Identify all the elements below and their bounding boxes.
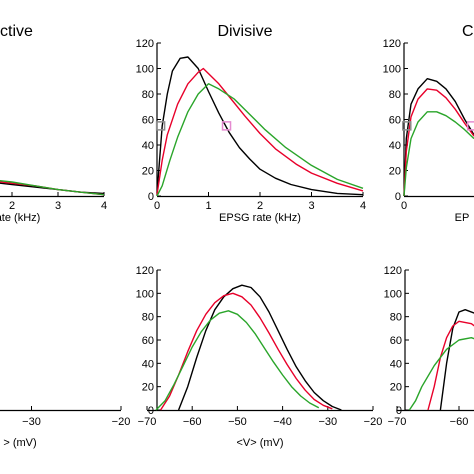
x-tick-label: 0 bbox=[401, 200, 407, 212]
chart-right-bottom-partial: −70 −60 0 20 40 60 80 100 120 bbox=[384, 265, 474, 428]
series-line-black bbox=[439, 309, 474, 411]
y-tick-label: 0 bbox=[396, 405, 402, 417]
series-line-black bbox=[177, 284, 342, 411]
y-tick-label: 20 bbox=[142, 166, 154, 178]
title-right-partial: C bbox=[462, 23, 474, 40]
chart-left-top-partial: 2 3 4 ate (kHz) bbox=[0, 179, 107, 224]
y-tick-label: 60 bbox=[142, 115, 154, 127]
square-marker-marker_pink bbox=[466, 121, 474, 131]
x-tick-label: −30 bbox=[318, 416, 337, 428]
x-axis-label: ate (kHz) bbox=[0, 212, 40, 224]
x-tick-label: 3 bbox=[55, 200, 61, 212]
y-tick-label: 40 bbox=[389, 140, 401, 152]
y-tick-label: 0 bbox=[148, 405, 154, 417]
y-tick-label: 100 bbox=[384, 288, 402, 300]
chart-right-top-partial: 00 20 40 60 80 100 120 EP bbox=[383, 38, 474, 224]
x-axis-label: EPSG rate (kHz) bbox=[219, 212, 301, 224]
x-tick-label: −60 bbox=[450, 416, 469, 428]
square-marker-marker_gray bbox=[155, 121, 166, 131]
chart-center-bottom: −70 −60 −50 −40 −30 −20 0 20 40 60 80 100 120 <V> (mV… bbox=[136, 265, 383, 449]
y-tick-label: 0 bbox=[395, 191, 401, 203]
x-axis-label: EP bbox=[455, 212, 470, 224]
series-line-red bbox=[427, 320, 474, 411]
series-line-red bbox=[156, 67, 364, 195]
x-tick-label: −20 bbox=[112, 416, 131, 428]
panel-titles: ctive Divisive C bbox=[0, 23, 474, 40]
y-tick-label: 80 bbox=[142, 89, 154, 101]
x-tick-label: 1 bbox=[205, 200, 211, 212]
y-tick-label: 40 bbox=[142, 140, 154, 152]
y-tick-label: 0 bbox=[148, 191, 154, 203]
square-marker-marker_pink bbox=[221, 121, 232, 131]
series-line-green bbox=[403, 111, 474, 197]
x-tick-label: 0 bbox=[154, 200, 160, 212]
x-tick-label: 4 bbox=[101, 200, 107, 212]
y-tick-label: 40 bbox=[142, 358, 154, 370]
y-tick-label: 100 bbox=[136, 64, 154, 76]
x-tick-label: −30 bbox=[22, 416, 41, 428]
x-tick-label: −20 bbox=[364, 416, 383, 428]
y-tick-label: 120 bbox=[136, 38, 154, 50]
y-tick-label: 60 bbox=[390, 335, 402, 347]
y-tick-label: 100 bbox=[383, 64, 401, 76]
y-tick-label: 60 bbox=[389, 115, 401, 127]
x-tick-label: −40 bbox=[273, 416, 292, 428]
square-marker-marker_gray bbox=[402, 121, 412, 131]
y-tick-label: 120 bbox=[383, 38, 401, 50]
x-tick-label: −60 bbox=[183, 416, 202, 428]
y-tick-label: 80 bbox=[390, 312, 402, 324]
x-tick-label: −70 bbox=[138, 416, 157, 428]
series-line-green bbox=[408, 337, 474, 411]
y-tick-label: 20 bbox=[390, 382, 402, 394]
y-tick-label: 100 bbox=[136, 288, 154, 300]
series-line-red bbox=[160, 292, 333, 411]
y-tick-label: 80 bbox=[389, 89, 401, 101]
title-center-divisive: Divisive bbox=[217, 23, 272, 40]
y-tick-label: 120 bbox=[384, 265, 402, 277]
y-tick-label: 60 bbox=[142, 335, 154, 347]
x-tick-label: 4 bbox=[360, 200, 366, 212]
series-line-black bbox=[403, 77, 474, 197]
y-tick-label: 40 bbox=[390, 358, 402, 370]
series-line-green bbox=[0, 179, 105, 196]
series-line-red bbox=[403, 88, 474, 197]
x-axis-label: <V> (mV) bbox=[236, 437, 283, 449]
x-tick-label: 3 bbox=[308, 200, 314, 212]
x-tick-label: 2 bbox=[9, 200, 15, 212]
x-axis-label: > (mV) bbox=[3, 437, 36, 449]
y-tick-label: 20 bbox=[142, 382, 154, 394]
chart-left-bottom-partial: −30 −20 > (mV) bbox=[0, 406, 131, 449]
title-left-additive: ctive bbox=[0, 23, 33, 40]
y-tick-label: 20 bbox=[389, 166, 401, 178]
series-line-green bbox=[155, 310, 320, 411]
series-line-green bbox=[156, 83, 364, 197]
x-tick-label: −70 bbox=[388, 416, 407, 428]
x-tick-label: −50 bbox=[228, 416, 247, 428]
x-tick-label: 2 bbox=[257, 200, 263, 212]
series-line-black bbox=[156, 56, 364, 196]
y-tick-label: 80 bbox=[142, 312, 154, 324]
y-tick-label: 120 bbox=[136, 265, 154, 277]
